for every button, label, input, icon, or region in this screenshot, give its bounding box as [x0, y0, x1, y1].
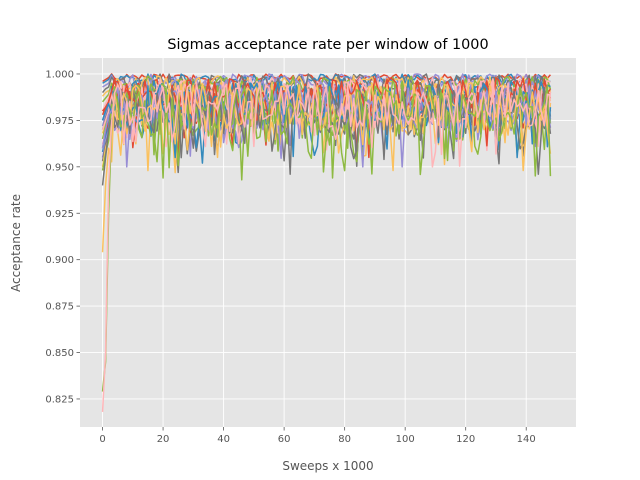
- y-tick-label: 1.000: [45, 69, 74, 80]
- x-tick-label: 60: [278, 434, 291, 445]
- x-tick-label: 120: [456, 434, 475, 445]
- y-tick-label: 0.975: [45, 116, 74, 127]
- series-layer: [101, 73, 552, 412]
- x-axis: 0 20 40 60 80 100 120 140: [99, 427, 536, 445]
- y-axis: 0.825 0.850 0.875 0.900 0.925 0.950 0.975 1.000: [45, 69, 80, 405]
- x-tick-label: 80: [338, 434, 351, 445]
- y-tick-label: 0.950: [45, 162, 74, 173]
- x-axis-label: Sweeps x 1000: [282, 459, 373, 473]
- x-tick-label: 100: [396, 434, 415, 445]
- x-tick-label: 20: [157, 434, 170, 445]
- series-line-28: [101, 82, 551, 412]
- y-axis-label: Acceptance rate: [9, 194, 23, 292]
- x-tick-label: 0: [99, 434, 105, 445]
- y-tick-label: 0.875: [45, 302, 74, 313]
- chart-title: Sigmas acceptance rate per window of 100…: [167, 37, 488, 53]
- x-tick-label: 40: [217, 434, 230, 445]
- y-tick-label: 0.825: [45, 394, 74, 405]
- y-tick-label: 0.900: [45, 255, 74, 266]
- y-tick-label: 0.925: [45, 209, 74, 220]
- x-tick-label: 140: [517, 434, 536, 445]
- y-tick-label: 0.850: [45, 348, 74, 359]
